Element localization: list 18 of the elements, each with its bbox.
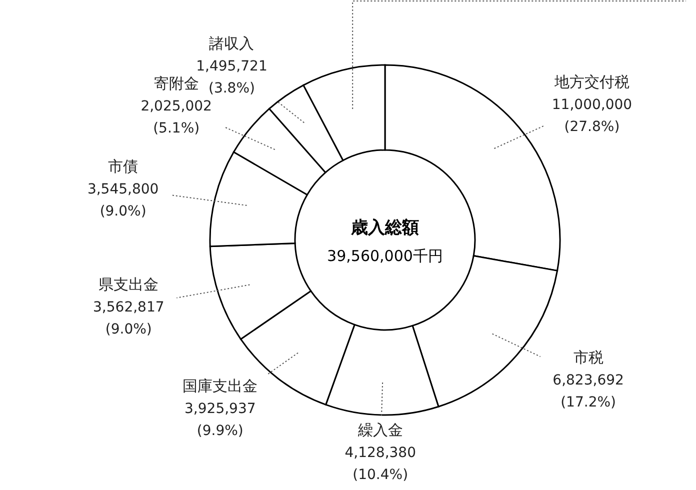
text: 歳入総額 [350,218,419,238]
data-label: 11,000,000 (27.8%) [552,96,632,135]
data-label: 6,823,692 (17.2%) [552,372,624,410]
data-label: 3,545,800 (9.0%) [87,182,159,220]
slice-label: 県支出金 [98,276,159,294]
data-label: 3,925,937 (9.9%) [184,400,256,439]
text: 39,560,000千円 [327,247,443,265]
slice-label: 市債 [108,158,138,176]
slice-label: 諸収入 [209,34,254,52]
slice-label: 繰入金 [356,420,403,439]
data-label: 3,562,817 (9.0%) [93,300,164,338]
slice-label: 寄附金 [154,74,199,92]
slice-label: 市税 [573,348,604,366]
donut-slice [209,242,312,340]
data-label: 2,025,002 (5.1%) [140,98,212,136]
data-label: 4,128,380 (10.4%) [344,444,416,483]
slice-label: 地方交付税 [553,72,630,91]
slice-label: 国庫支出金 [182,376,258,395]
